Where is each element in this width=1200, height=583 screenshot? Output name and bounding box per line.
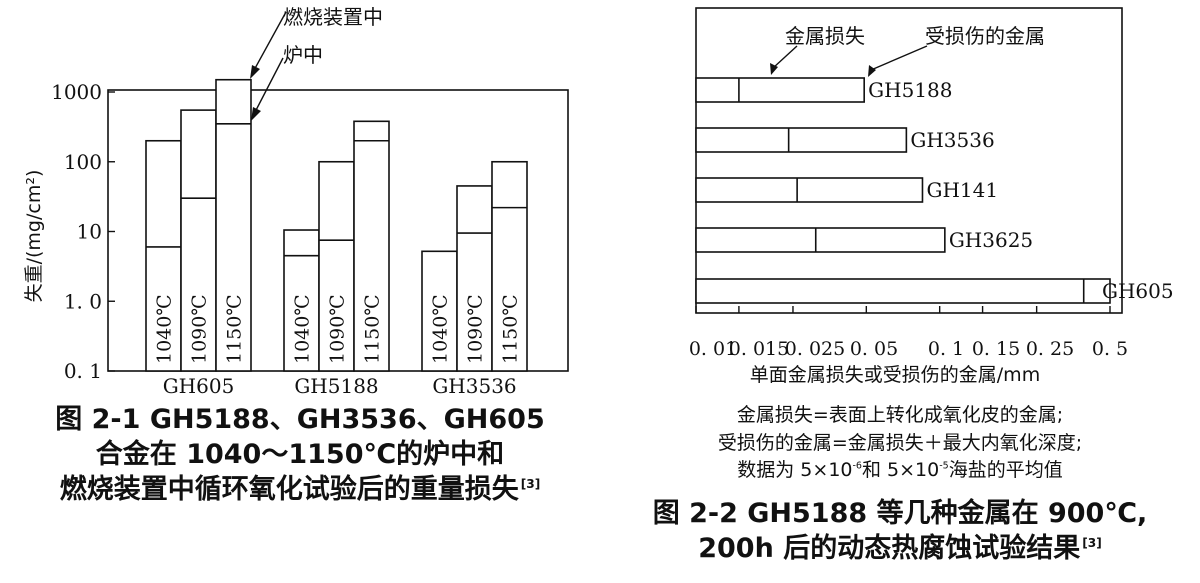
group-label: GH5188 [294,374,378,398]
bar-combustion [283,229,320,372]
category-label: GH605 [1102,279,1174,303]
x-tick-label: 0. 015 [729,338,789,360]
note-line: 数据为 5×10-6和 5×10-5海盐的平均值 [600,457,1200,485]
x-tick-label: 0. 25 [1026,338,1074,360]
caption-line: 燃烧装置中循环氧化试验后的重量损失 [3] [0,472,600,507]
annotation-damaged-metal: 受损伤的金属 [925,24,1045,48]
bar-combustion [491,160,528,372]
x-axis-label: 单面金属损失或受损伤的金属/mm [750,364,1040,386]
chart-2-2: GH5188 GH3536 GH141 GH3625 GH605 0. 010. 015… [689,7,1174,386]
annotation-leader [870,45,928,71]
note-exponent: -6 [852,460,862,472]
y-axis-label: 失重/(mg/cm²) [23,170,45,303]
category-label: GH141 [926,178,998,202]
reference-mark: [3] [520,477,541,492]
chart-2-1: 0. 1 1. 0 10 100 1000 1040℃ 1090℃ 1150℃ 1040℃ 10… [23,5,569,398]
caption-line: 图 2-1 GH5188、GH3536、GH605 [55,404,545,435]
group-label: GH605 [163,374,235,398]
annotation-arrowhead [770,63,778,75]
y-tick-label: 1. 0 [64,289,102,313]
caption-text: 200h 后的动态热腐蚀试验结果 [698,533,1081,565]
figure-2-2-notes: 金属损失=表面上转化成氧化皮的金属; 受损伤的金属=金属损失＋最大内氧化深度; … [600,402,1200,485]
bar-damaged-metal [695,77,865,103]
bar-temperature-label: 1040℃ [292,294,314,364]
note-line: 受损伤的金属=金属损失＋最大内氧化深度; [717,431,1083,454]
category-label: GH3625 [949,228,1033,252]
annotation-leader [253,57,284,115]
annotation-furnace: 炉中 [283,43,323,67]
bar-combustion [456,185,493,372]
bar-combustion [215,78,252,372]
figure-2-1-caption: 图 2-1 GH5188、GH3536、GH605 合金在 1040～1150℃… [0,402,600,507]
bar-combustion [318,160,355,372]
note-text: 和 5×10 [861,459,940,482]
y-tick-label: 0. 1 [64,359,102,383]
annotation-combustion: 燃烧装置中 [283,5,383,29]
bar-temperature-label: 1150℃ [500,294,522,364]
bar-combustion [180,109,217,372]
bar-damaged-metal [695,227,946,253]
bar-damaged-metal [695,127,908,153]
x-tick-label: 0. 1 [928,338,964,360]
note-line: 金属损失=表面上转化成氧化皮的金属; [736,404,1064,426]
bar-combustion [353,120,390,372]
x-tick-label: 0. 025 [785,338,845,360]
y-tick-label: 1000 [51,80,102,104]
bar-temperature-label: 1090℃ [465,294,487,364]
bar-temperature-label: 1040℃ [154,294,176,364]
x-tick-label: 0. 05 [850,338,898,360]
annotation-arrowhead [250,65,260,79]
bar-combustion [145,139,182,372]
category-label: GH3536 [910,128,994,152]
x-tick-label: 0. 5 [1092,338,1128,360]
caption-text: 燃烧装置中循环氧化试验后的重量损失 [59,474,519,506]
reference-mark: [3] [1082,536,1102,551]
annotation-arrowhead [251,107,261,121]
plot-frame [695,7,1123,314]
bar-combustion [421,250,458,372]
note-exponent: -5 [939,460,949,472]
annotation-leader [252,11,287,73]
caption-line: 图 2-2 GH5188 等几种金属在 900℃, [652,498,1148,529]
bar-temperature-label: 1150℃ [362,294,384,364]
y-tick-label: 100 [64,150,102,174]
note-text: 数据为 5×10 [737,459,853,482]
group-label: GH3536 [432,374,516,398]
x-tick-label: 0. 01 [689,338,737,360]
x-tick-label: 0. 15 [972,338,1020,360]
bar-temperature-label: 1150℃ [224,294,246,364]
annotation-metal-loss: 金属损失 [785,24,865,48]
bar-temperature-label: 1040℃ [430,294,452,364]
bar-temperature-label: 1090℃ [327,294,349,364]
y-tick-label: 10 [77,220,102,244]
category-label: GH5188 [868,78,952,102]
note-text: 海盐的平均值 [948,459,1063,482]
bar-damaged-metal [695,177,924,203]
figure-2-2-caption: 图 2-2 GH5188 等几种金属在 900℃, 200h 后的动态热腐蚀试验… [600,496,1200,566]
bar-damaged-metal [695,278,1111,304]
bar-temperature-label: 1090℃ [189,294,211,364]
caption-line: 200h 后的动态热腐蚀试验结果 [3] [600,531,1200,566]
caption-line: 合金在 1040～1150℃的炉中和 [95,439,505,471]
annotation-leader [772,45,798,69]
annotation-arrowhead [868,65,876,77]
